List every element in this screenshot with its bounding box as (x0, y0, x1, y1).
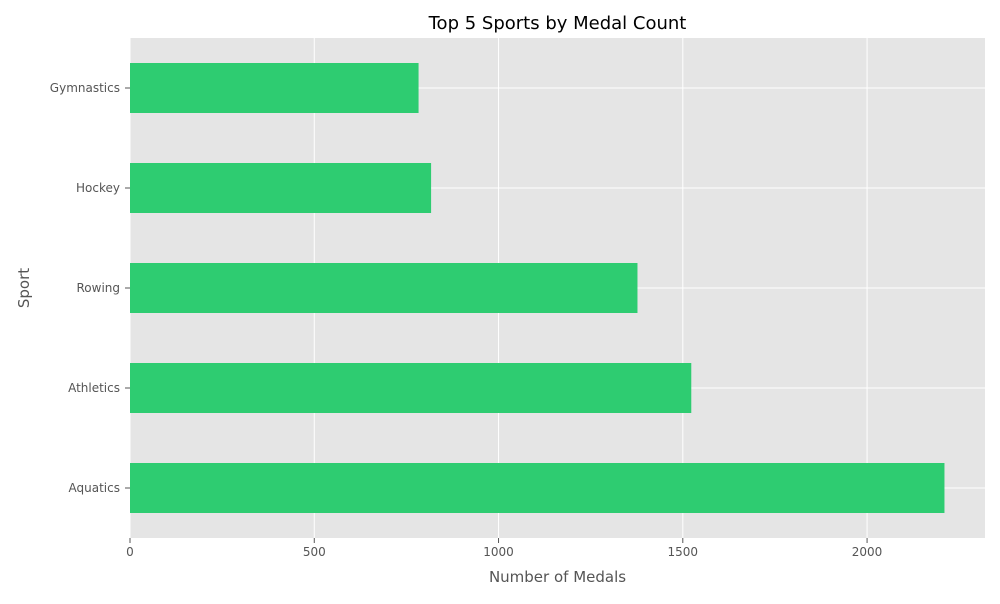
axis-ticks: 0 500 1000 1500 2000 Aquatics Athletics Rowing H… (50, 81, 883, 559)
y-tick-label: Gymnastics (50, 81, 120, 95)
x-tick-label: 0 (126, 545, 134, 559)
bar-hockey (130, 163, 432, 213)
y-tick-label: Rowing (76, 281, 120, 295)
x-axis-title: Number of Medals (489, 568, 626, 586)
bar-athletics (130, 363, 692, 413)
x-tick-label: 1500 (668, 545, 699, 559)
bar-gymnastics (130, 63, 419, 113)
x-tick-label: 2000 (852, 545, 883, 559)
y-tick-label: Aquatics (69, 481, 120, 495)
bar-aquatics (130, 463, 945, 513)
y-tick-label: Athletics (68, 381, 120, 395)
x-tick-label: 1000 (483, 545, 514, 559)
y-axis-title: Sport (15, 268, 33, 308)
bars (130, 63, 945, 513)
chart-title: Top 5 Sports by Medal Count (428, 13, 687, 34)
y-tick-label: Hockey (76, 181, 120, 195)
x-tick-label: 500 (303, 545, 326, 559)
bar-rowing (130, 263, 638, 313)
